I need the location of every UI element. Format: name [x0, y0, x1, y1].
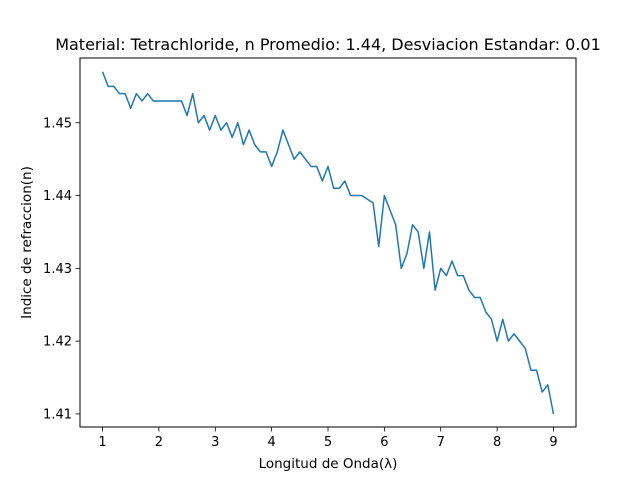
x-tick-label: 4 — [267, 435, 275, 450]
x-tick-label: 6 — [380, 435, 388, 450]
x-tick-label: 5 — [324, 435, 332, 450]
y-tick-label: 1.43 — [43, 262, 72, 277]
x-tick-label: 8 — [493, 435, 501, 450]
y-axis: 1.41 1.42 1.43 1.44 1.45 — [43, 116, 80, 422]
x-axis: 1 2 3 4 5 6 7 8 9 — [98, 427, 558, 450]
axes-frame — [79, 57, 577, 428]
x-tick-label: 2 — [155, 435, 163, 450]
x-tick-label: 3 — [211, 435, 219, 450]
y-axis-label: Indice de refraccion(n) — [19, 166, 35, 319]
chart-title: Material: Tetrachloride, n Promedio: 1.4… — [55, 35, 601, 54]
y-tick-label: 1.41 — [43, 407, 72, 422]
y-tick-label: 1.45 — [43, 116, 72, 131]
y-tick-label: 1.42 — [43, 335, 72, 350]
x-axis-label: Longitud de Onda(λ) — [259, 456, 398, 472]
x-tick-label: 1 — [98, 435, 106, 450]
y-tick-label: 1.44 — [43, 189, 72, 204]
x-tick-label: 7 — [437, 435, 445, 450]
x-tick-label: 9 — [549, 435, 557, 450]
series-line-0 — [101, 71, 555, 415]
plot-area — [101, 71, 555, 415]
